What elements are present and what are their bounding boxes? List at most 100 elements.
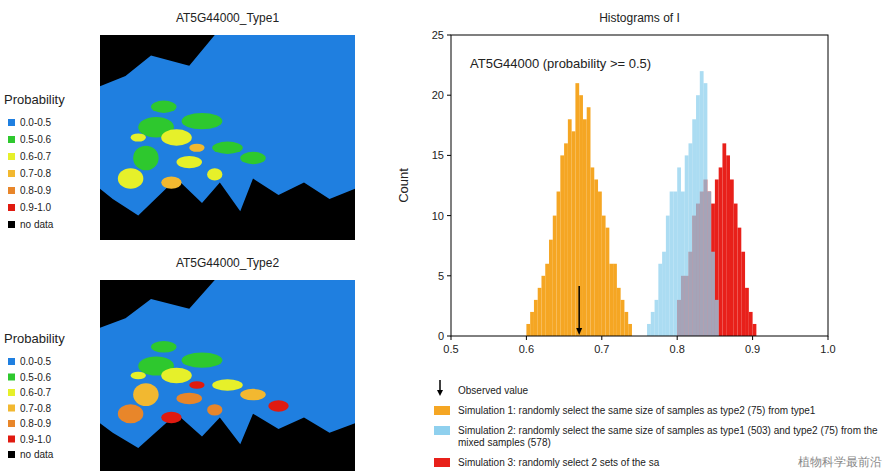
map-title: AT5G44000_Type2 <box>176 256 280 270</box>
x-tick-label: 0.9 <box>745 343 760 355</box>
map-background <box>100 280 355 471</box>
legend-label: Simulation 1: randomly select the same s… <box>458 405 816 416</box>
histogram-bar <box>545 264 549 336</box>
map-patch <box>161 368 192 383</box>
map-patch <box>133 383 159 406</box>
histogram-bar <box>575 83 579 336</box>
y-tick <box>447 275 451 276</box>
histogram-bar <box>560 155 564 336</box>
histogram-bar <box>621 300 625 336</box>
map-patch <box>131 133 146 141</box>
histogram-bar <box>670 192 674 336</box>
x-tick <box>601 336 602 340</box>
y-tick <box>447 35 451 36</box>
map-patch <box>240 152 266 164</box>
histogram-bar <box>700 71 704 336</box>
legend-label: 0.9-1.0 <box>20 202 52 213</box>
histogram-bar <box>572 131 576 336</box>
map-patch <box>182 113 223 129</box>
histogram-bar <box>534 300 538 336</box>
histogram-bar <box>564 143 568 336</box>
legend-swatch <box>434 426 450 435</box>
histogram-bar <box>526 324 530 336</box>
y-tick-label: 10 <box>432 210 444 222</box>
watermark: 植物科学最前沿 <box>798 455 882 469</box>
plot-frame <box>451 35 828 336</box>
histogram-bar <box>609 264 613 336</box>
map-patch <box>177 393 203 404</box>
histogram-bar <box>707 192 711 336</box>
y-tick-label: 25 <box>432 29 444 41</box>
histogram-bar <box>553 216 557 336</box>
histogram-bar <box>719 167 723 336</box>
legend-swatch <box>8 187 15 194</box>
histogram-bar <box>707 192 711 336</box>
histogram-bar <box>594 179 598 336</box>
y-tick <box>447 336 451 337</box>
legend-swatch <box>8 119 15 126</box>
map-patch <box>212 379 243 390</box>
observed-arrow <box>578 286 580 330</box>
bars <box>526 71 756 336</box>
map-panel: AT5G44000_Type2Probability0.0-0.50.5-0.6… <box>4 256 355 471</box>
histogram-bar <box>579 95 583 336</box>
histogram-bar <box>704 83 708 336</box>
map-patch <box>207 404 222 415</box>
map-patch <box>151 341 177 352</box>
histogram-bar <box>628 324 632 336</box>
histogram-bar <box>651 312 655 336</box>
map-patch <box>161 129 192 145</box>
x-tick <box>828 336 829 340</box>
map-title: AT5G44000_Type1 <box>176 11 280 25</box>
histogram-bar <box>662 252 666 336</box>
histogram-bar <box>624 312 628 336</box>
histogram-bar <box>541 276 545 336</box>
annotation: AT5G44000 (probability >= 0.5) <box>470 56 651 71</box>
histogram-bar <box>583 119 587 336</box>
legend-swatch <box>8 420 15 427</box>
histogram-bar <box>613 264 617 336</box>
histogram-bar <box>722 143 726 336</box>
observed-arrowhead <box>576 328 582 335</box>
y-tick <box>447 95 451 96</box>
x-tick-label: 1.0 <box>820 343 835 355</box>
histogram-bar <box>711 204 715 336</box>
map-land <box>100 35 355 215</box>
x-tick <box>526 336 527 340</box>
histogram-bar <box>738 228 742 336</box>
histogram-bar <box>711 252 715 336</box>
legend-arrowhead <box>437 390 443 396</box>
histogram-bar <box>557 192 561 336</box>
legend-swatch <box>8 451 15 458</box>
y-axis-label: Count <box>396 168 411 203</box>
histogram-bar <box>689 143 693 336</box>
map-panel: AT5G44000_Type1Probability0.0-0.50.5-0.6… <box>4 11 355 240</box>
legend-swatch <box>8 153 15 160</box>
legend-label: Simulation 2: randomly select the same s… <box>458 425 878 448</box>
x-tick-label: 0.5 <box>443 343 458 355</box>
legend-label: Observed value <box>458 385 528 396</box>
map-sea <box>228 444 289 459</box>
histogram-bar <box>745 288 749 336</box>
y-tick-label: 20 <box>432 89 444 101</box>
x-tick-label: 0.6 <box>519 343 534 355</box>
histogram-bar <box>647 324 651 336</box>
map-patch <box>131 372 146 380</box>
legend-label: 0.5-0.6 <box>20 372 52 383</box>
y-tick-label: 5 <box>438 270 444 282</box>
legend-label: 0.0-0.5 <box>20 356 52 367</box>
legend-label: 0.7-0.8 <box>20 403 52 414</box>
histogram-bar <box>666 216 670 336</box>
map-patch <box>189 381 204 389</box>
legend-swatch <box>8 221 15 228</box>
y-tick-label: 15 <box>432 149 444 161</box>
y-tick <box>447 155 451 156</box>
legend-swatch <box>8 358 15 365</box>
histogram-bar <box>590 167 594 336</box>
legend-label: 0.0-0.5 <box>20 117 52 128</box>
legend-label: 0.9-1.0 <box>20 434 52 445</box>
map-patch <box>189 144 204 152</box>
map-patch <box>240 389 266 400</box>
histogram-bar <box>655 300 659 336</box>
legend-swatch <box>8 204 15 211</box>
